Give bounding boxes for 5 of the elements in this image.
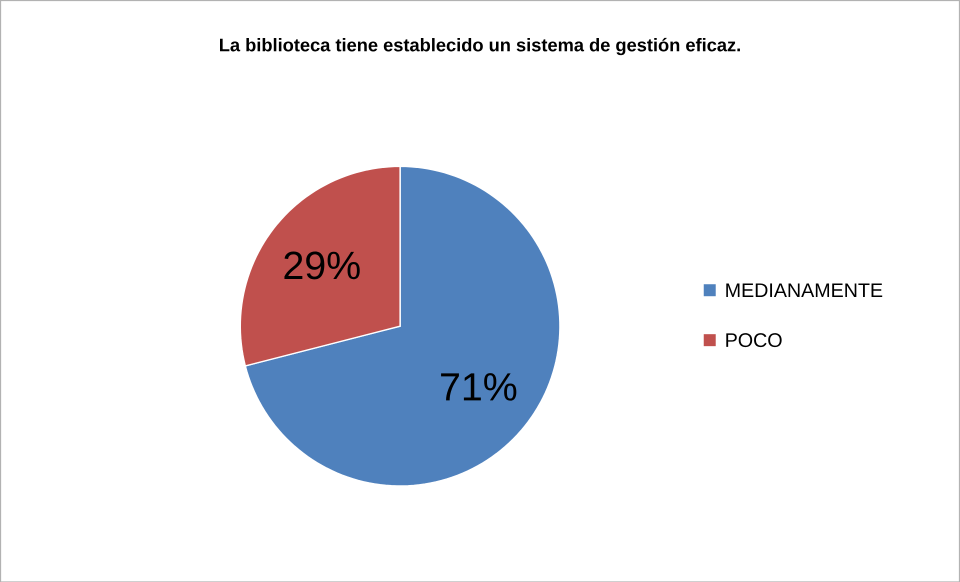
chart-title: La biblioteca tiene establecido un sistema de gestión eficaz. — [220, 38, 740, 55]
legend-label: MEDIANAMENTE — [726, 283, 882, 297]
data-label: 71% — [441, 372, 516, 400]
legend-label: POCO — [726, 332, 782, 347]
data-label: 29% — [284, 251, 360, 280]
